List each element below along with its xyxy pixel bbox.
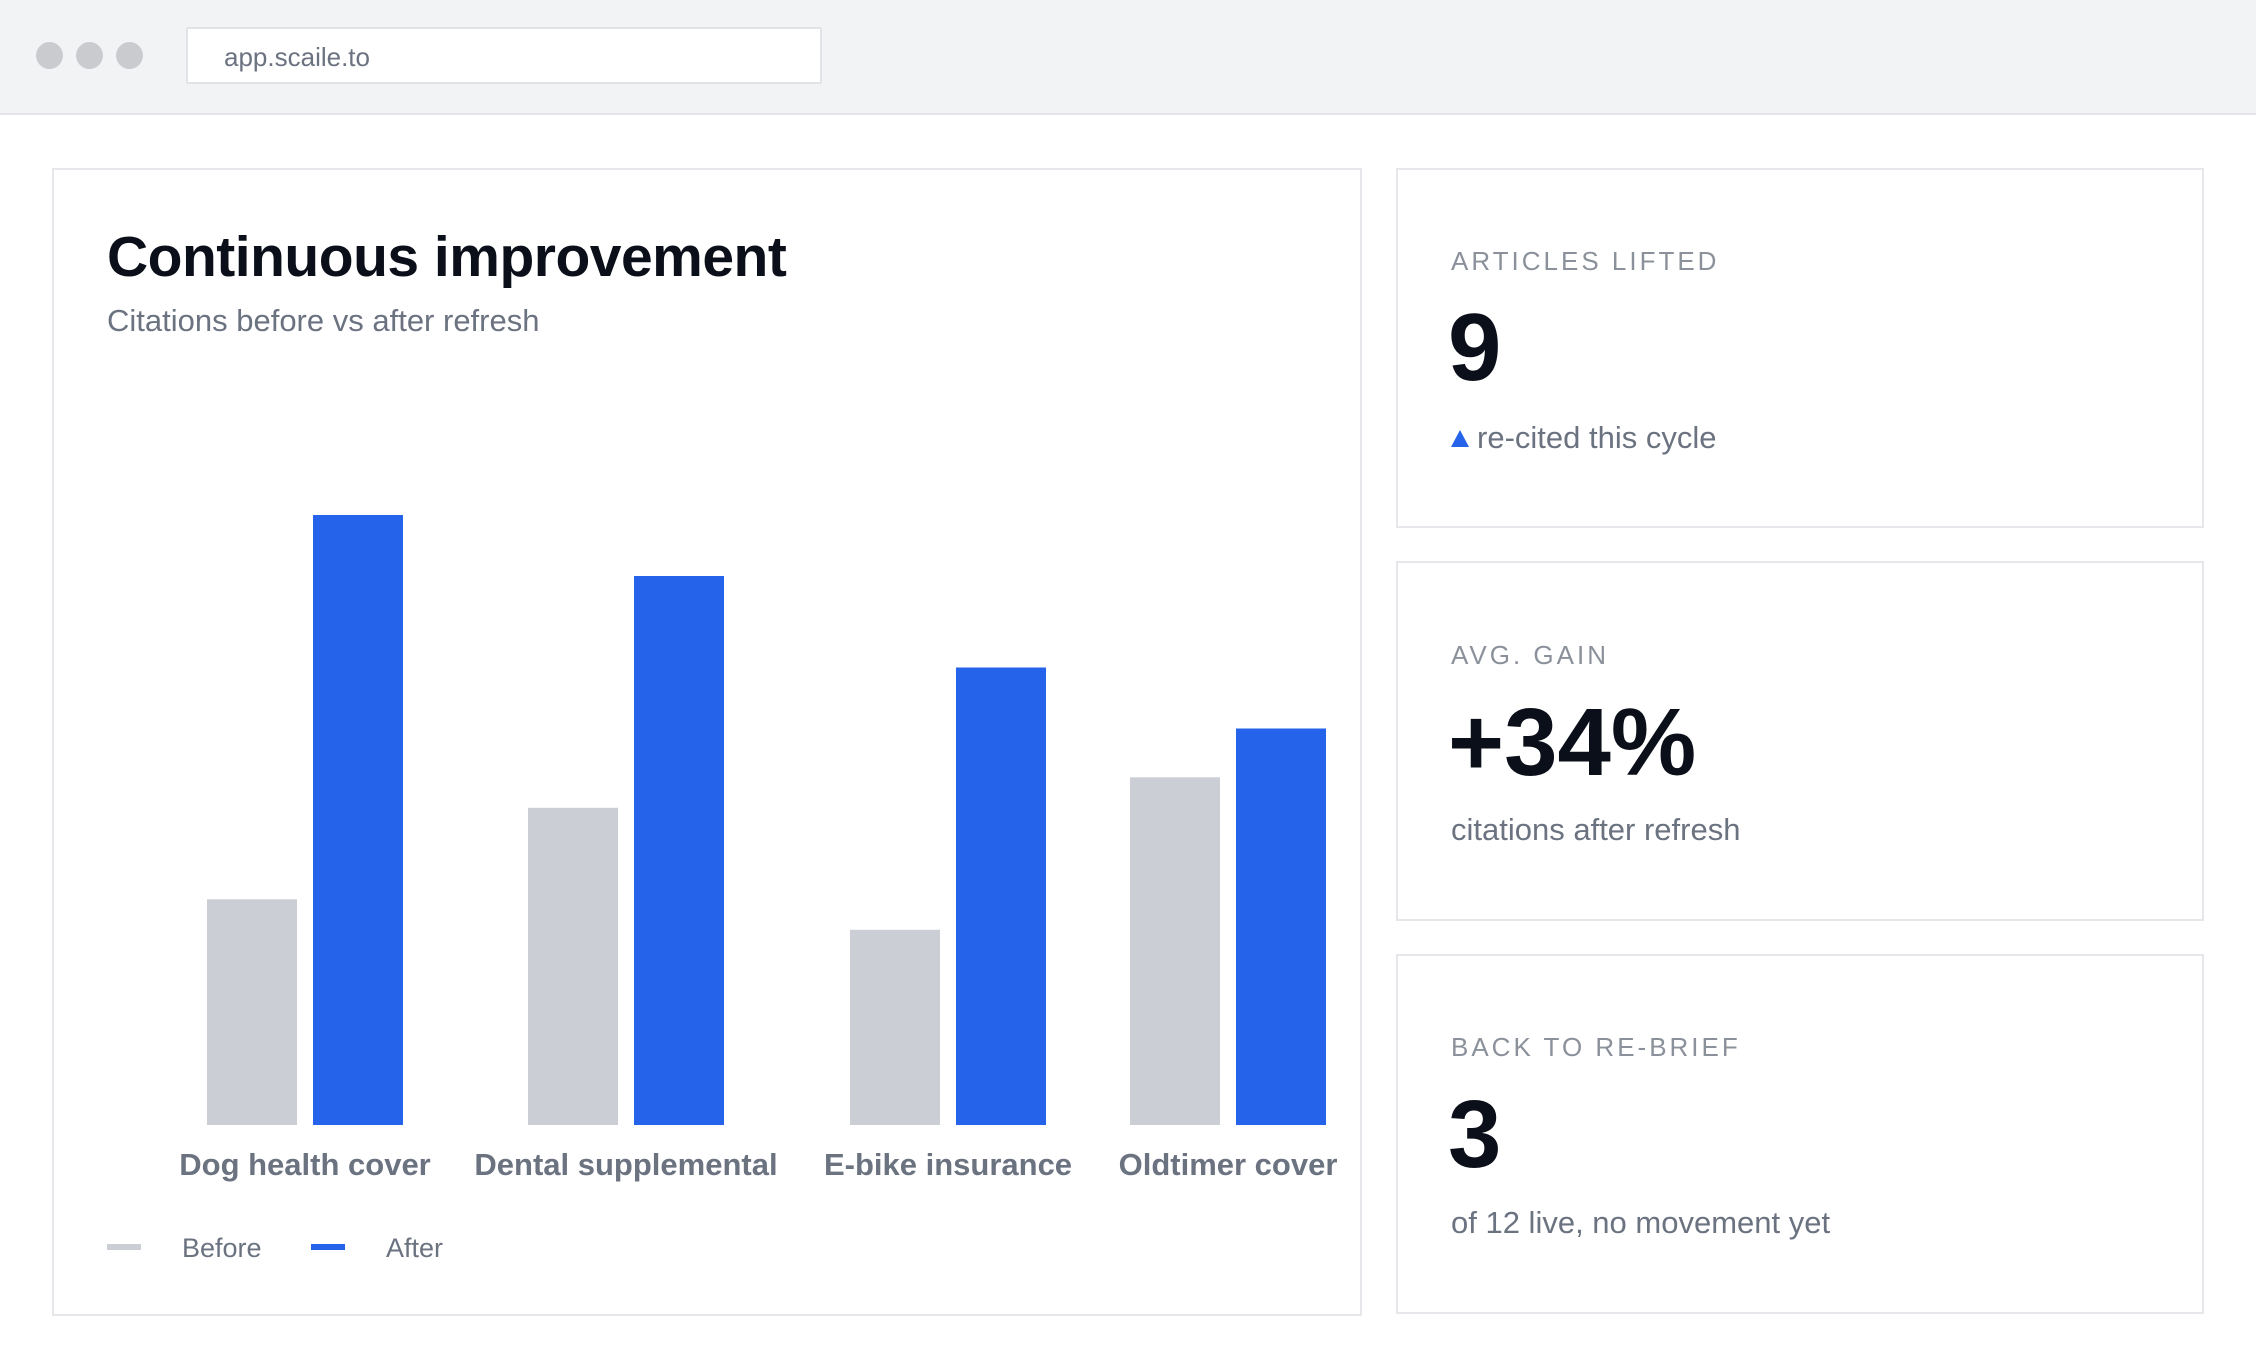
address-bar-url: app.scaile.to	[224, 42, 370, 72]
bar-after-dog-health-cover	[313, 515, 403, 1125]
stat-card-back-to-rebrief: BACK TO RE-BRIEF 3 of 12 live, no moveme…	[1396, 954, 2204, 1314]
stat-value: +34%	[1448, 689, 1697, 796]
stat-card-articles-lifted: ARTICLES LIFTED 9 re-cited this cycle	[1396, 168, 2204, 528]
legend-label-after: After	[386, 1233, 443, 1263]
stat-label: BACK TO RE-BRIEF	[1451, 1032, 1741, 1062]
stat-label: AVG. GAIN	[1451, 640, 1609, 670]
legend-swatch-before	[107, 1244, 141, 1250]
bar-before-dental-supplemental	[528, 807, 618, 1125]
bar-chart: Dog health cover Dental supplemental E-bik…	[107, 515, 1338, 1263]
chart-subtitle: Citations before vs after refresh	[107, 303, 540, 338]
bar-before-dog-health-cover	[207, 899, 297, 1125]
trend-up-icon	[1451, 430, 1469, 447]
x-tick-label: Oldtimer cover	[1119, 1147, 1338, 1182]
stat-note: citations after refresh	[1451, 812, 1741, 847]
bar-after-e-bike-insurance	[956, 667, 1046, 1125]
bar-after-oldtimer-cover	[1236, 728, 1326, 1125]
legend-swatch-after	[311, 1244, 345, 1250]
stat-note: of 12 live, no movement yet	[1451, 1205, 1831, 1240]
bar-before-e-bike-insurance	[850, 929, 940, 1125]
window-close-control[interactable]	[36, 42, 63, 69]
address-bar[interactable]: app.scaile.to	[186, 27, 822, 84]
stat-label: ARTICLES LIFTED	[1451, 246, 1720, 276]
legend-label-before: Before	[182, 1233, 262, 1263]
chart-card: Continuous improvement Citations before …	[52, 168, 1362, 1316]
stat-note-text: re-cited this cycle	[1477, 420, 1717, 455]
bar-before-oldtimer-cover	[1130, 777, 1220, 1125]
stat-card-avg-gain: AVG. GAIN +34% citations after refresh	[1396, 561, 2204, 921]
bar-after-dental-supplemental	[634, 576, 724, 1125]
window-minimize-control[interactable]	[76, 42, 103, 69]
window-maximize-control[interactable]	[116, 42, 143, 69]
x-tick-label: Dog health cover	[179, 1147, 431, 1182]
stat-value: 9	[1448, 294, 1502, 401]
x-tick-label: E-bike insurance	[824, 1147, 1072, 1182]
x-tick-label: Dental supplemental	[474, 1147, 777, 1182]
browser-toolbar: app.scaile.to	[0, 0, 2256, 115]
chart-title: Continuous improvement	[107, 225, 787, 289]
stat-value: 3	[1448, 1081, 1502, 1188]
stat-note: re-cited this cycle	[1451, 420, 1716, 456]
